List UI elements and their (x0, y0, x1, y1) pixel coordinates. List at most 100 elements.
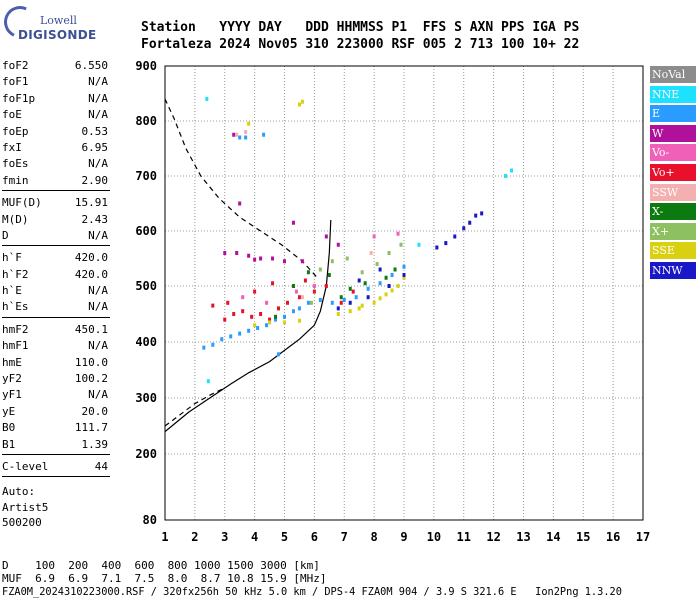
y-tick-label: 500 (135, 279, 157, 293)
param-row: B1 1.39 (2, 437, 108, 453)
data-point-x+ (375, 262, 379, 266)
legend-item: SSW (650, 183, 696, 201)
data-point-sse (402, 275, 406, 280)
param-row: yF1 N/A (2, 387, 108, 403)
legend-item: Vo+ (650, 163, 696, 181)
header-labels: Station YYYY DAY DDD HHMMSS P1 FFS S AXN… (141, 20, 580, 35)
param-value: N/A (88, 91, 108, 105)
legend-item: Vo- (650, 144, 696, 162)
auto-program: Artist5 (2, 500, 49, 514)
data-point-e (378, 281, 382, 286)
auto-label: Auto: (2, 485, 36, 498)
param-value: 0.53 (81, 124, 109, 138)
x-tick-label: 5 (281, 530, 288, 544)
param-name: C-level (2, 459, 49, 473)
data-point-sse (384, 292, 388, 297)
data-point-e (366, 286, 370, 291)
param-name: h`Es (2, 300, 29, 314)
data-point-nnw (387, 284, 391, 288)
param-row: D N/A (2, 228, 108, 244)
param-name: foEp (2, 124, 29, 138)
data-point-nnw (462, 226, 466, 231)
data-point-vo+ (324, 284, 328, 288)
data-point-nnw (474, 213, 478, 218)
param-row: foF2 6.550 (2, 58, 108, 74)
data-point-w (247, 253, 251, 258)
footer-file-info: FZA0M_2024310223000.RSF / 320fx256h 50 k… (2, 586, 622, 598)
data-point-x- (393, 267, 397, 272)
data-point-e (330, 300, 334, 305)
data-point-x+ (399, 242, 403, 247)
data-point-ssw (369, 251, 373, 255)
param-name: fxI (2, 140, 22, 154)
data-point-vo- (372, 234, 376, 239)
data-point-e (202, 345, 206, 350)
y-tick-label: 800 (135, 114, 157, 128)
data-point-vo+ (226, 300, 230, 305)
param-value: N/A (88, 157, 108, 171)
param-name: yE (2, 404, 16, 418)
header-values: Fortaleza 2024 Nov05 310 223000 RSF 005 … (141, 37, 580, 52)
data-point-vo+ (268, 317, 272, 322)
param-row: hmE 110.0 (2, 355, 108, 371)
data-point-x+ (360, 270, 364, 275)
param-name: h`F2 (2, 267, 29, 281)
param-name: foE (2, 108, 22, 122)
data-point-sse (390, 288, 394, 293)
footer-distance-row: D 100 200 400 600 800 1000 1500 3000 [km… (2, 559, 320, 572)
auto-version: 500200 (2, 516, 42, 529)
x-tick-label: 12 (486, 530, 500, 544)
param-value: N/A (88, 300, 108, 314)
data-point-w (283, 259, 286, 264)
param-row: B0 111.7 (2, 420, 108, 436)
data-point-e (229, 334, 233, 339)
data-point-sse (247, 121, 251, 126)
data-point-nne (510, 168, 514, 173)
param-value: 6.95 (81, 140, 109, 154)
legend-item: X- (650, 203, 696, 221)
param-value: N/A (88, 339, 108, 353)
param-value: 110.0 (74, 355, 108, 369)
data-point-e (318, 298, 322, 302)
x-tick-label: 13 (516, 530, 530, 544)
param-row: MUF(D) 15.91 (2, 195, 108, 211)
x-tick-label: 1 (161, 530, 168, 544)
ionospheric-parameters-panel: foF2 6.550 foF1 N/A foF1p N/A foE N/A foEp 0.53 fx… (2, 58, 110, 481)
x-tick-label: 16 (606, 530, 620, 544)
data-point-e (283, 314, 286, 319)
data-point-nnw (348, 300, 352, 305)
data-point-nnw (468, 220, 472, 225)
data-point-e (306, 300, 310, 305)
legend-item: NNW (650, 261, 696, 279)
param-name: foF1 (2, 75, 29, 89)
y-tick-label: 600 (135, 224, 157, 238)
data-point-nnw (435, 245, 439, 250)
param-value: 6.550 (74, 59, 108, 72)
data-point-w (253, 257, 257, 262)
data-point-vo+ (241, 309, 245, 314)
data-point-vo+ (211, 303, 215, 308)
param-row: hmF1 N/A (2, 338, 108, 354)
data-point-e (238, 135, 242, 140)
param-name: h`F (2, 251, 22, 265)
data-point-e (402, 264, 406, 269)
param-name: foEs (2, 157, 29, 171)
data-point-x+ (318, 267, 322, 272)
data-point-nnw (378, 267, 382, 272)
data-point-e (247, 328, 251, 333)
data-point-vo- (312, 284, 316, 288)
data-point-sse (268, 320, 272, 325)
data-point-vo+ (271, 281, 275, 286)
param-name: h`E (2, 284, 22, 298)
legend-item: X+ (650, 222, 696, 240)
data-point-e (265, 323, 269, 328)
data-point-x+ (330, 259, 334, 264)
data-point-e (220, 337, 224, 342)
data-point-e (277, 352, 281, 357)
x-tick-label: 4 (251, 530, 258, 544)
data-point-ssw (235, 132, 239, 137)
data-point-vo+ (232, 312, 236, 316)
data-point-sse (297, 318, 301, 323)
data-point-vo+ (303, 278, 307, 283)
